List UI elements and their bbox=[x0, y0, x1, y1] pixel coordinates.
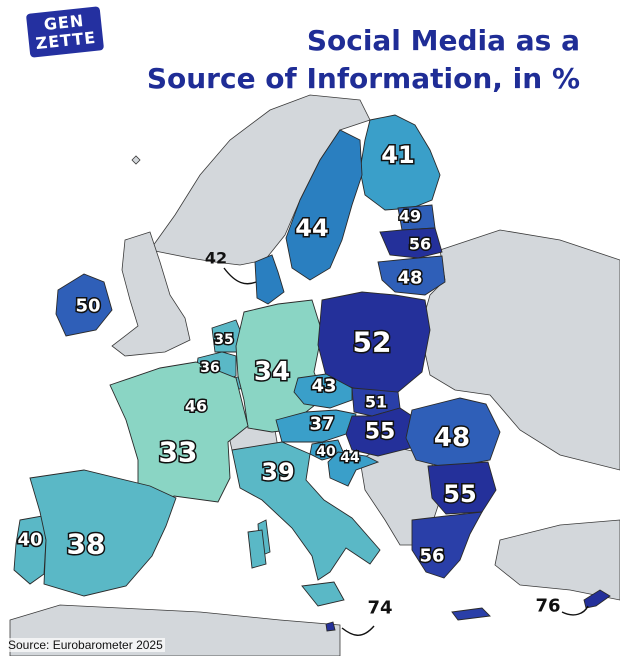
spain-shape bbox=[29, 469, 177, 597]
label-slovenia: 40 bbox=[316, 444, 336, 460]
italy-shape bbox=[231, 441, 381, 581]
label-estonia: 49 bbox=[399, 207, 421, 226]
label-croatia: 44 bbox=[340, 450, 360, 466]
sardinia-shape bbox=[247, 529, 267, 569]
label-malta: 74 bbox=[367, 598, 392, 619]
label-netherlands: 35 bbox=[214, 332, 233, 348]
malta-shape bbox=[325, 621, 336, 632]
label-france: 33 bbox=[159, 436, 198, 469]
great-britain-land bbox=[111, 231, 191, 357]
iceland-faroe-land bbox=[131, 155, 141, 165]
label-hungary: 55 bbox=[365, 420, 396, 445]
label-romania: 48 bbox=[434, 423, 470, 453]
value-labels: 41 44 49 56 48 42 50 35 36 46 34 52 33 4… bbox=[16, 140, 561, 619]
brand-logo: GEN ZETTE bbox=[25, 6, 105, 58]
source-note: Source: Eurobarometer 2025 bbox=[6, 638, 165, 652]
label-belgium: 36 bbox=[200, 360, 219, 376]
ireland-shape bbox=[55, 273, 113, 337]
logo-line-2: ZETTE bbox=[34, 27, 98, 54]
title-line-1: Social Media as a bbox=[306, 24, 580, 57]
label-denmark: 42 bbox=[205, 249, 227, 268]
france-shape bbox=[109, 361, 249, 515]
label-poland: 52 bbox=[353, 326, 392, 359]
cyprus-arrow bbox=[561, 605, 589, 616]
label-germany: 34 bbox=[254, 357, 290, 387]
callout-arrows bbox=[223, 267, 589, 636]
greece-shape bbox=[411, 511, 483, 579]
label-czechia: 43 bbox=[311, 376, 336, 397]
malta-arrow bbox=[341, 625, 375, 636]
denmark-arrow bbox=[223, 267, 257, 285]
lithuania-shape bbox=[377, 255, 446, 296]
cyprus-shape bbox=[583, 589, 611, 609]
denmark-shape bbox=[254, 254, 285, 305]
romania-shape bbox=[405, 397, 501, 469]
hungary-shape bbox=[345, 407, 419, 457]
label-slovakia: 51 bbox=[365, 393, 387, 412]
sicily-shape bbox=[301, 581, 345, 607]
label-portugal: 40 bbox=[17, 530, 42, 551]
poland-shape bbox=[317, 291, 431, 393]
latvia-shape bbox=[379, 227, 443, 259]
label-ireland: 50 bbox=[75, 296, 100, 317]
map-title: Social Media as a Source of Information,… bbox=[120, 22, 580, 98]
belarus-ukraine-russia-land bbox=[419, 229, 620, 471]
label-cyprus: 76 bbox=[535, 596, 560, 617]
label-greece: 56 bbox=[419, 546, 444, 567]
sweden-shape bbox=[285, 129, 363, 281]
label-spain: 38 bbox=[67, 528, 106, 561]
crete-shape bbox=[451, 607, 491, 621]
turkey-land bbox=[494, 519, 620, 601]
label-bulgaria: 55 bbox=[443, 480, 476, 508]
label-sweden: 44 bbox=[295, 214, 328, 242]
label-latvia: 56 bbox=[409, 235, 431, 254]
label-luxembourg: 46 bbox=[185, 397, 207, 416]
label-finland: 41 bbox=[381, 141, 414, 169]
label-austria: 37 bbox=[309, 414, 334, 435]
label-lithuania: 48 bbox=[397, 268, 422, 289]
label-italy: 39 bbox=[261, 458, 294, 486]
croatia-shape bbox=[327, 451, 380, 487]
eu-countries bbox=[13, 114, 611, 632]
czechia-shape bbox=[293, 373, 353, 409]
title-line-2: Source of Information, in % bbox=[146, 62, 580, 95]
